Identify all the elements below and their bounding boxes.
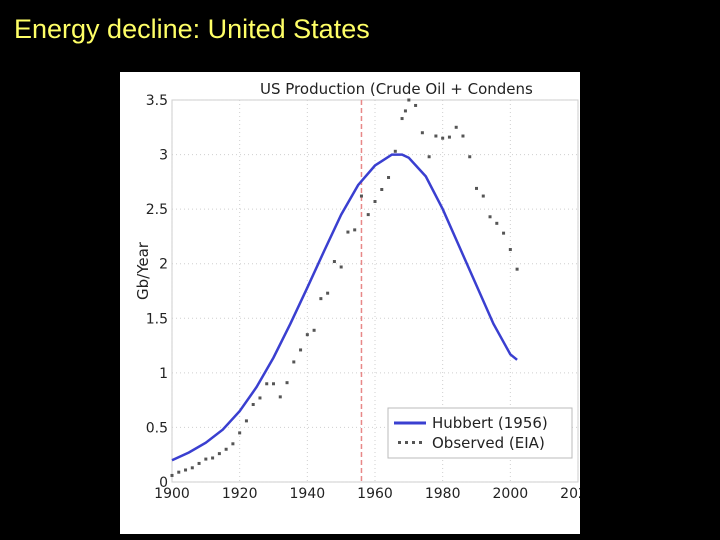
observed-point (312, 328, 316, 332)
observed-point (244, 419, 248, 423)
y-tick-label: 3 (159, 148, 168, 164)
observed-point (211, 456, 215, 460)
observed-point (475, 186, 478, 190)
observed-point (339, 265, 343, 269)
x-tick-label: 1980 (425, 486, 461, 502)
observed-point (515, 267, 519, 271)
legend-observed-swatch (405, 441, 408, 444)
observed-point (393, 149, 397, 153)
observed-point (461, 134, 465, 138)
chart-panel: 0 0.5 1 1.5 2 2.5 3 3.5 1900 1920 1940 1960 1980 2000… (120, 72, 580, 534)
observed-point (447, 135, 451, 139)
observed-point (299, 348, 303, 352)
observed-point (265, 382, 269, 386)
observed-point (197, 461, 201, 465)
observed-point (217, 452, 221, 456)
observed-point (177, 470, 181, 474)
observed-point (366, 213, 370, 217)
observed-point (332, 260, 336, 264)
x-tick-label: 1940 (290, 486, 326, 502)
observed-point (481, 194, 485, 198)
chart-title: US Production (Crude Oil + Condens (260, 80, 533, 98)
y-tick-label: 1 (159, 366, 168, 382)
legend-observed-label: Observed (EIA) (432, 434, 545, 452)
observed-point (224, 447, 228, 451)
y-tick-label: 2.5 (146, 202, 168, 218)
y-tick-label: 0 (159, 475, 168, 491)
y-tick-label: 0.5 (146, 420, 168, 436)
y-axis-label: Gb/Year (134, 241, 152, 300)
observed-point (353, 228, 357, 232)
observed-point (170, 473, 174, 477)
legend-observed-swatch (412, 441, 415, 444)
legend-observed-swatch (398, 441, 401, 444)
observed-point (231, 442, 235, 446)
legend-box (387, 407, 573, 459)
observed-point (400, 117, 404, 121)
observed-point (258, 396, 262, 400)
observed-point (502, 231, 506, 235)
legend-observed-swatch (419, 441, 422, 444)
observed-point (319, 297, 323, 301)
x-tick-label: 1920 (222, 486, 258, 502)
observed-point (190, 466, 194, 470)
observed-point (204, 457, 208, 461)
observed-point (454, 125, 458, 129)
observed-point (285, 381, 289, 385)
production-chart: 0 0.5 1 1.5 2 2.5 3 3.5 1900 1920 1940 1960 1980 2000… (134, 80, 580, 502)
observed-point (272, 382, 275, 386)
observed-point (278, 395, 282, 399)
observed-point (346, 230, 350, 234)
observed-point (292, 360, 296, 364)
observed-point (414, 103, 418, 107)
observed-point (488, 215, 492, 219)
observed-point (359, 194, 363, 198)
observed-point (495, 221, 499, 225)
x-tick-label: 2020 (560, 486, 580, 502)
observed-point (373, 200, 377, 204)
legend-hubbert-label: Hubbert (1956) (432, 414, 548, 432)
observed-point (427, 155, 431, 159)
slide-title: Energy decline: United States (14, 14, 370, 44)
y-tick-label: 1.5 (146, 311, 168, 327)
observed-point (420, 131, 424, 135)
observed-point (468, 155, 472, 159)
y-tick-label: 2 (159, 257, 168, 273)
observed-point (508, 248, 512, 252)
hubbert-model-line (171, 153, 518, 462)
observed-point (251, 403, 255, 407)
x-tick-label: 1960 (357, 486, 393, 502)
observed-point (434, 134, 438, 138)
observed-point (380, 187, 384, 191)
observed-point (184, 468, 188, 472)
observed-point (403, 109, 407, 113)
observed-point (238, 431, 242, 435)
observed-point (305, 333, 309, 337)
y-tick-label: 3.5 (146, 93, 168, 109)
observed-point (387, 175, 391, 179)
observed-point (441, 136, 445, 140)
x-tick-label: 2000 (493, 486, 529, 502)
observed-point (326, 291, 330, 295)
x-tick-label: 1900 (154, 486, 190, 502)
observed-point (407, 98, 411, 102)
